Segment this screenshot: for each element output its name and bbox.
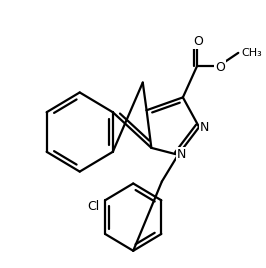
Text: N: N [177,148,187,161]
Text: Cl: Cl [88,200,100,213]
Text: CH₃: CH₃ [241,48,262,58]
Text: O: O [215,61,225,74]
Text: N: N [200,121,210,133]
Text: O: O [193,35,203,49]
